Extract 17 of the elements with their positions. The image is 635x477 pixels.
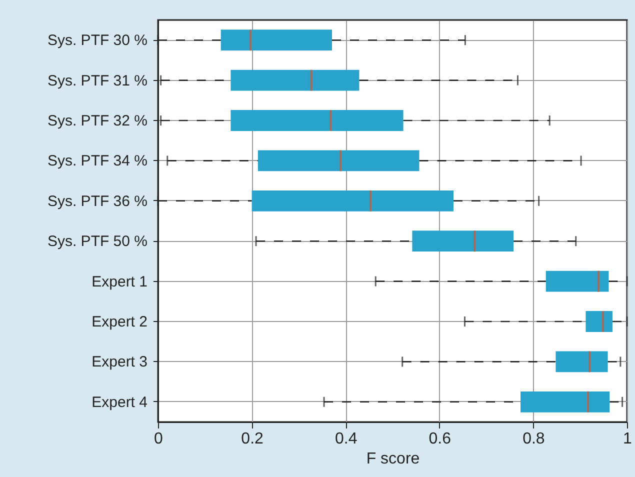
y-tick-label: Sys. PTF 31 % bbox=[47, 72, 148, 90]
x-tick-label: 0 bbox=[154, 430, 164, 448]
y-tick-label: Expert 3 bbox=[92, 354, 148, 371]
y-tick-label: Expert 4 bbox=[92, 394, 148, 411]
y-tick-label: Expert 1 bbox=[92, 273, 148, 290]
y-tick-label: Sys. PTF 32 % bbox=[47, 112, 148, 130]
y-tick-label: Sys. PTF 30 % bbox=[47, 32, 148, 50]
x-axis-title: F score bbox=[366, 450, 420, 468]
y-tick-label: Sys. PTF 50 % bbox=[47, 233, 148, 250]
x-tick-label: 0.6 bbox=[428, 430, 452, 448]
y-tick-label: Sys. PTF 34 % bbox=[47, 152, 148, 170]
x-tick-label: 1 bbox=[623, 430, 632, 448]
y-tick-label: Sys. PTF 36 % bbox=[47, 192, 148, 210]
y-tick-label: Expert 2 bbox=[92, 314, 148, 330]
x-tick-label: 0.8 bbox=[522, 430, 545, 448]
x-tick-label: 0.4 bbox=[334, 430, 358, 448]
x-tick-label: 0.2 bbox=[241, 430, 264, 448]
